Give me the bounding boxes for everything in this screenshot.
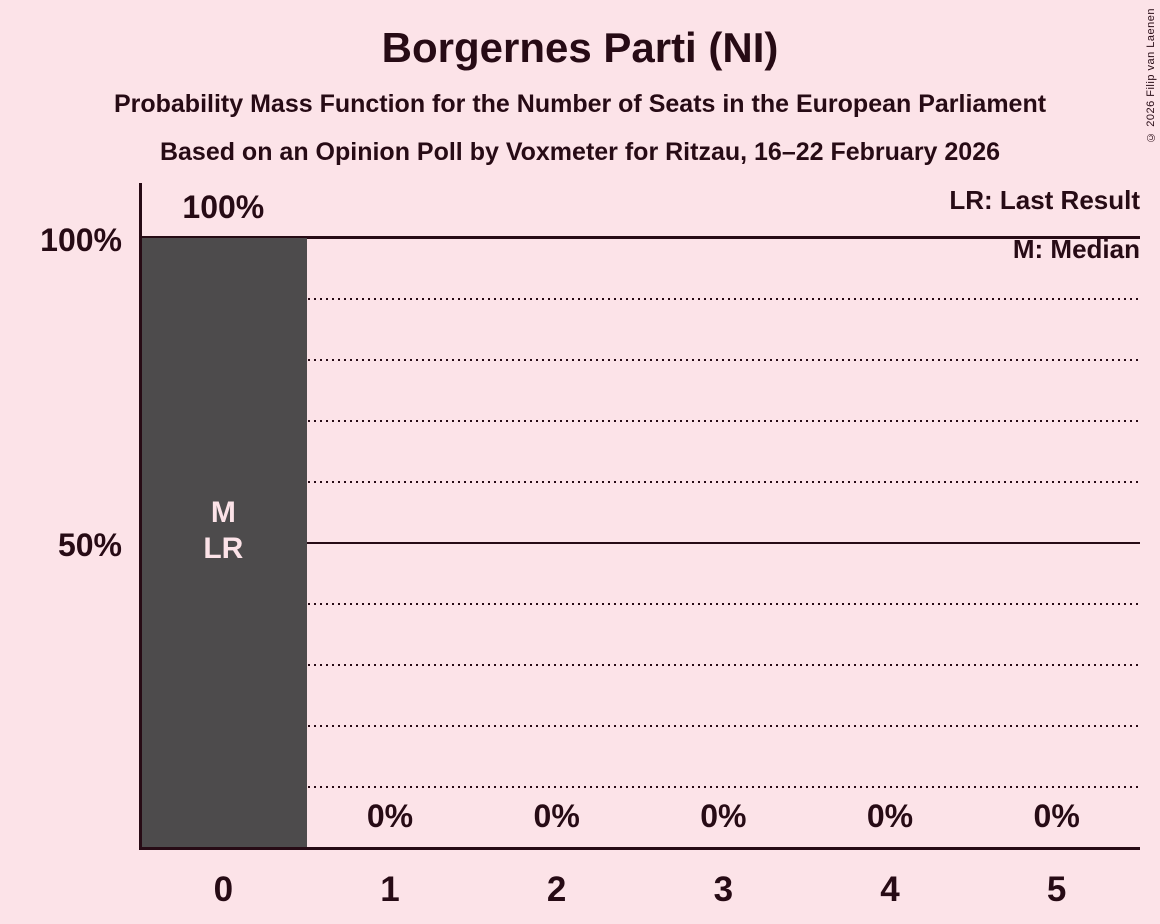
value-label-3: 0% — [700, 798, 747, 834]
bar-seats-0 — [140, 237, 307, 848]
gridline-dotted-20 — [140, 724, 1140, 727]
gridline-dotted-30 — [140, 663, 1140, 666]
chart-subtitle: Probability Mass Function for the Number… — [113, 90, 1047, 118]
gridline-dotted-70 — [140, 419, 1140, 422]
bar-annotation-line: M — [210, 496, 236, 529]
gridline-dotted-40 — [140, 602, 1140, 605]
y-tick-label-100: 100% — [40, 221, 122, 258]
legend-last-result: LR: Last Result — [949, 185, 1140, 215]
value-label-4: 0% — [866, 798, 914, 834]
value-label-2: 0% — [533, 798, 580, 834]
x-tick-label-2: 2 — [546, 870, 567, 909]
gridline-solid-50 — [140, 541, 1140, 544]
value-label-0: 100% — [182, 188, 265, 225]
x-tick-label-0: 0 — [213, 870, 234, 909]
gridline-dotted-80 — [140, 358, 1140, 361]
y-tick-label-50: 50% — [57, 526, 122, 563]
x-axis-line — [138, 846, 1140, 850]
y-axis-line — [138, 183, 142, 850]
bar-annotation-line: LR — [203, 532, 244, 565]
bar-annotation-median-lastresult: M LR — [138, 495, 308, 567]
value-label-1: 0% — [366, 798, 414, 834]
x-tick-label-1: 1 — [380, 870, 400, 909]
x-tick-label-5: 5 — [1046, 870, 1067, 909]
gridline-solid-100 — [140, 236, 1140, 239]
page-title: Borgernes Parti (NI) — [381, 24, 779, 71]
value-label-5: 0% — [1033, 798, 1080, 834]
gridline-dotted-60 — [140, 480, 1140, 483]
legend-median: M: Median — [1012, 234, 1140, 264]
gridline-dotted-90 — [140, 297, 1140, 300]
x-tick-label-3: 3 — [713, 870, 734, 909]
chart-source-line: Based on an Opinion Poll by Voxmeter for… — [159, 138, 1001, 166]
gridline-dotted-10 — [140, 785, 1140, 788]
x-tick-label-4: 4 — [880, 870, 900, 909]
